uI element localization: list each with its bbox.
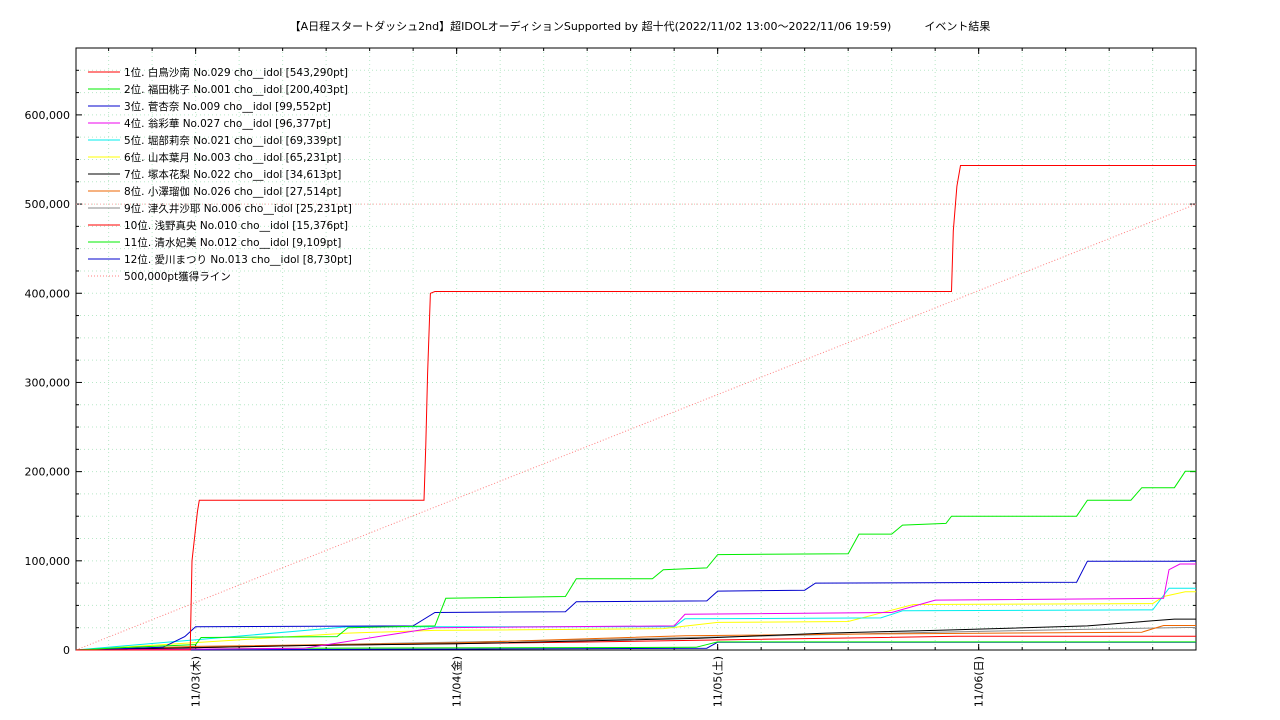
legend-entry-5: 5位. 堀部莉奈 No.021 cho__idol [69,339pt] (124, 134, 341, 147)
legend-entry-11: 11位. 清水妃美 No.012 cho__idol [9,109pt] (124, 236, 341, 249)
y-tick-label: 200,000 (25, 466, 71, 479)
x-tick-label: 11/06(日) (973, 656, 986, 707)
legend-entry-8: 8位. 小澤瑠伽 No.026 cho__idol [27,514pt] (124, 185, 341, 198)
series-line-4 (75, 563, 1196, 651)
legend-entry-10: 10位. 浅野真央 No.010 cho__idol [15,376pt] (124, 219, 348, 232)
legend-entry-9: 9位. 津久井沙耶 No.006 cho__idol [25,231pt] (124, 202, 352, 215)
series-line-6 (75, 591, 1196, 651)
y-tick-label: 600,000 (25, 109, 71, 122)
legend-entry-13: 500,000pt獲得ライン (124, 270, 231, 283)
legend-entry-7: 7位. 塚本花梨 No.022 cho__idol [34,613pt] (124, 168, 341, 181)
y-tick-label: 300,000 (25, 376, 71, 389)
y-tick-label: 400,000 (25, 287, 71, 300)
y-tick-label: 0 (63, 644, 70, 657)
x-tick-label: 11/03(木) (190, 656, 203, 707)
series-line-2 (75, 470, 1196, 651)
legend-entry-1: 1位. 白鳥沙南 No.029 cho__idol [543,290pt] (124, 66, 348, 79)
x-tick-label: 11/04(金) (450, 656, 464, 707)
series-line-5 (75, 587, 1196, 651)
y-tick-label: 100,000 (25, 555, 71, 568)
y-tick-label: 500,000 (25, 198, 71, 211)
legend-entry-3: 3位. 菅杏奈 No.009 cho__idol [99,552pt] (124, 100, 331, 113)
series-line-1 (76, 165, 1196, 651)
x-tick-label: 11/05(土) (712, 656, 725, 707)
series-line-3 (75, 560, 1196, 651)
series-line-7 (75, 618, 1196, 651)
legend-entry-2: 2位. 福田桃子 No.001 cho__idol [200,403pt] (124, 83, 348, 96)
chart-title: 【A日程スタートダッシュ2nd】超IDOLオーディションSupported by… (289, 20, 991, 33)
legend-entry-6: 6位. 山本葉月 No.003 cho__idol [65,231pt] (124, 151, 341, 164)
legend-entry-4: 4位. 翁彩華 No.027 cho__idol [96,377pt] (124, 117, 331, 130)
legend-entry-12: 12位. 愛川まつり No.013 cho__idol [8,730pt] (124, 253, 352, 266)
plot-frame (75, 47, 1197, 651)
